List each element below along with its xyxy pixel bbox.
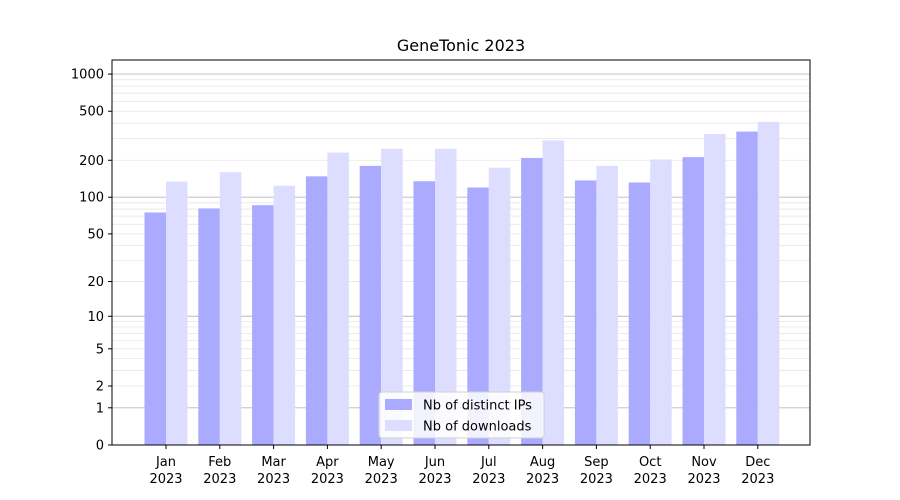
bar — [574, 180, 597, 446]
bar — [650, 159, 672, 445]
x-tick-label: 2023 — [741, 472, 774, 487]
bar — [596, 165, 618, 446]
x-tick-label: 2023 — [365, 472, 398, 487]
x-tick-label: 2023 — [149, 472, 182, 487]
plot-frame — [111, 59, 811, 446]
bar — [435, 148, 457, 446]
y-tick-label: 2 — [96, 380, 104, 395]
y-tick-label: 10 — [87, 310, 104, 325]
bar — [381, 148, 403, 446]
bar — [252, 205, 274, 445]
x-tick-label: Jun — [424, 455, 445, 470]
bar — [542, 140, 565, 445]
x-tick-label: 2023 — [257, 472, 290, 487]
bar — [757, 121, 780, 445]
bar — [682, 157, 704, 446]
bar — [467, 187, 489, 446]
bar — [166, 181, 188, 445]
x-tick-label: 2023 — [203, 472, 236, 487]
bar — [327, 152, 349, 445]
x-tick-label: 2023 — [634, 472, 667, 487]
x-tick-label: Oct — [639, 455, 661, 470]
x-tick-label: Nov — [691, 455, 717, 470]
x-tick-label: Jul — [480, 455, 497, 470]
bar — [305, 176, 328, 445]
chart-title: GeneTonic 2023 — [397, 36, 525, 55]
x-tick-label: Apr — [316, 455, 339, 470]
bar — [521, 157, 543, 445]
legend-label: Nb of downloads — [423, 420, 532, 435]
x-tick-label: 2023 — [311, 472, 344, 487]
x-tick-label: 2023 — [687, 472, 720, 487]
x-tick-label: May — [368, 455, 395, 470]
bar — [359, 165, 382, 446]
y-tick-label: 50 — [87, 227, 104, 242]
bar — [704, 133, 726, 445]
legend-box — [378, 391, 545, 439]
bar — [488, 167, 511, 445]
bar — [413, 181, 435, 445]
x-tick-label: Jan — [155, 455, 176, 470]
x-tick-label: 2023 — [526, 472, 559, 487]
x-tick-label: Mar — [261, 455, 286, 470]
legend-swatch — [385, 399, 412, 410]
bar — [198, 208, 220, 445]
y-tick-label: 100 — [79, 191, 104, 206]
bar-series — [144, 121, 780, 446]
x-tick-label: Feb — [208, 455, 231, 470]
legend: Nb of distinct IPs Nb of downloads — [378, 391, 545, 439]
y-tick-label: 500 — [79, 105, 104, 120]
bar — [628, 182, 651, 446]
y-tick-label: 0 — [96, 439, 104, 454]
x-tick-label: 2023 — [418, 472, 451, 487]
bar — [219, 172, 242, 446]
bar — [144, 212, 166, 445]
legend-label: Nb of distinct IPs — [423, 399, 532, 414]
y-tick-label: 5 — [96, 342, 104, 357]
y-tick-label: 1 — [96, 401, 104, 416]
bar — [736, 131, 758, 445]
x-tick-label: 2023 — [472, 472, 505, 487]
bar — [273, 185, 296, 445]
y-tick-label: 20 — [87, 275, 104, 290]
y-tick-label: 1000 — [71, 68, 104, 83]
x-tick-label: Aug — [530, 455, 555, 470]
axes: 0 1 2 5 10 20 50 100 200 500 1000 Jan 2023 Feb 2023 Mar… — [71, 59, 811, 487]
x-tick-label: Sep — [584, 455, 609, 470]
x-tick-label: Dec — [745, 455, 770, 470]
y-tick-label: 200 — [79, 154, 104, 169]
legend-swatch — [385, 420, 412, 431]
x-tick-label: 2023 — [580, 472, 613, 487]
